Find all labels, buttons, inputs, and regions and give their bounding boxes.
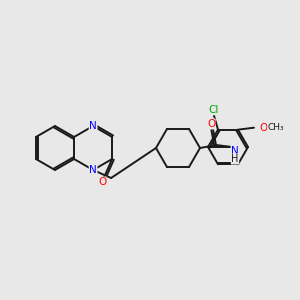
Text: O: O [260,123,268,133]
Text: O: O [98,177,106,187]
Text: CH₃: CH₃ [268,123,284,132]
Text: N: N [89,165,97,175]
Text: H: H [231,154,239,164]
Text: O: O [207,119,215,129]
Text: Cl: Cl [209,105,219,115]
Text: N: N [89,121,97,131]
Text: N: N [231,146,239,156]
